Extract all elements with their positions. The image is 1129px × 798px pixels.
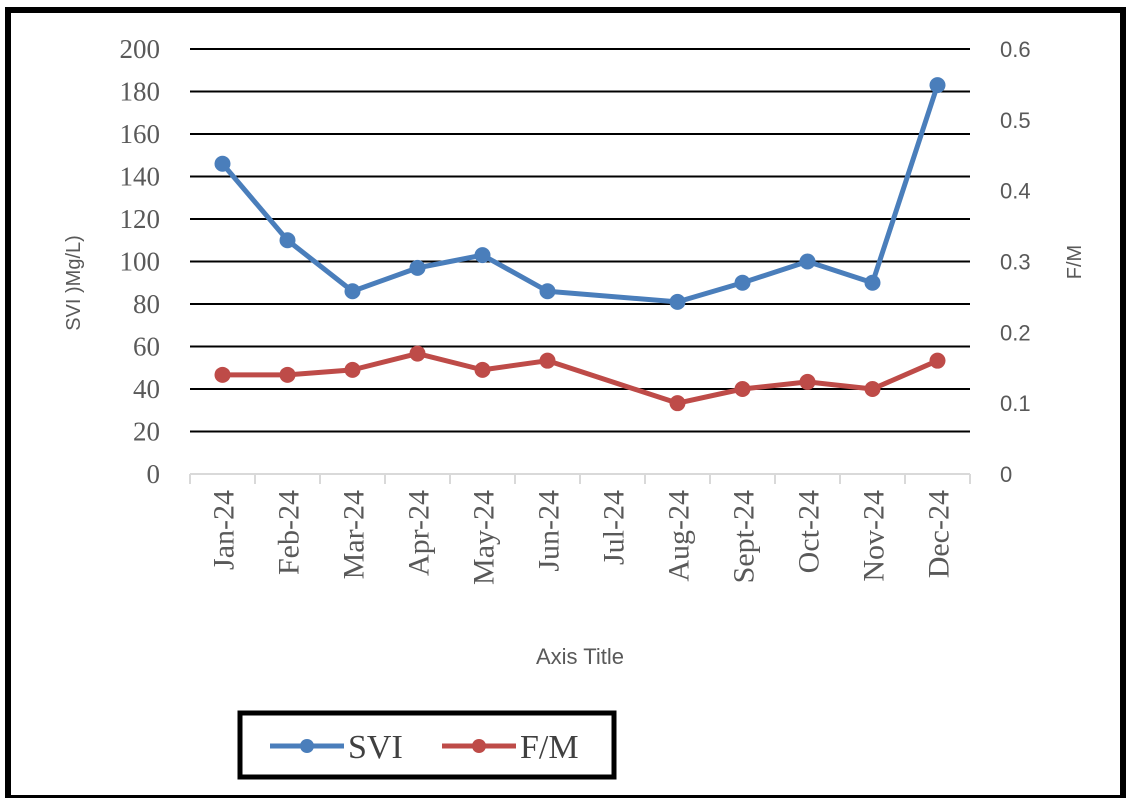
right-tick-label: 0.6 [1000, 37, 1031, 62]
data-point-svi [214, 155, 231, 172]
left-axis-title: SVI )Mg/L) [63, 235, 85, 331]
data-point-f-m [864, 381, 881, 397]
right-axis-ticks: 0 0.1 0.2 0.3 0.4 0.5 0.6 [1000, 37, 1031, 487]
data-point-f-m [279, 366, 296, 383]
left-tick-label: 200 [120, 34, 161, 64]
legend-fm-marker [472, 739, 486, 753]
data-point-svi [929, 77, 946, 94]
data-point-f-m [734, 381, 751, 397]
data-point-f-m [539, 352, 556, 369]
data-point-svi [799, 253, 816, 270]
data-point-svi [864, 274, 881, 291]
data-point-svi [734, 274, 751, 291]
x-tick-label: Jan-24 [208, 490, 241, 570]
x-axis-title: Axis Title [536, 644, 624, 669]
series-layer [214, 77, 946, 412]
x-tick-label: May-24 [468, 490, 501, 585]
right-tick-label: 0.1 [1000, 391, 1031, 416]
x-tick-label: Oct-24 [793, 490, 826, 573]
data-point-f-m [799, 373, 816, 390]
x-axis-ticks: Jan-24 Feb-24 Mar-24 Apr-24 May-24 Jun-24 Jul-… [208, 490, 956, 585]
legend-fm-label: F/M [520, 729, 579, 766]
data-point-f-m [929, 352, 946, 369]
data-point-f-m [669, 395, 686, 412]
x-tick-label: Sept-24 [728, 490, 761, 583]
data-point-svi [669, 293, 686, 310]
data-point-svi [539, 283, 556, 300]
left-tick-label: 20 [133, 417, 160, 447]
legend-svi-label: SVI [348, 729, 403, 766]
data-point-svi [344, 283, 361, 300]
left-tick-label: 140 [120, 162, 161, 192]
gridlines [189, 48, 971, 484]
left-tick-label: 40 [133, 374, 160, 404]
left-axis-ticks: 0 20 40 60 80 100 120 140 160 180 200 [120, 34, 161, 489]
right-tick-label: 0.2 [1000, 320, 1031, 345]
x-tick-label: Aug-24 [663, 490, 696, 582]
x-tick-label: Jul-24 [598, 490, 631, 565]
left-tick-label: 60 [133, 332, 160, 362]
data-point-f-m [344, 361, 361, 378]
left-tick-label: 120 [120, 204, 161, 234]
left-tick-label: 80 [133, 289, 160, 319]
x-tick-label: Feb-24 [273, 490, 306, 575]
data-point-f-m [409, 345, 426, 362]
right-tick-label: 0.4 [1000, 179, 1031, 204]
left-tick-label: 160 [120, 119, 161, 149]
left-tick-label: 180 [120, 77, 161, 107]
left-tick-label: 100 [120, 247, 161, 277]
legend: SVI F/M [237, 710, 617, 780]
left-tick-label: 0 [147, 459, 161, 489]
right-tick-label: 0.3 [1000, 250, 1031, 275]
right-tick-label: 0 [1000, 462, 1012, 487]
chart-frame [5, 7, 1126, 798]
data-point-svi [474, 247, 491, 264]
data-point-svi [409, 259, 426, 276]
data-point-f-m [214, 366, 231, 383]
x-tick-label: Dec-24 [923, 490, 956, 578]
x-tick-label: Nov-24 [858, 490, 891, 582]
right-axis-title: F/M [1064, 245, 1086, 279]
data-point-svi [279, 232, 296, 249]
right-tick-label: 0.5 [1000, 108, 1031, 133]
x-tick-label: Mar-24 [338, 490, 371, 579]
x-tick-label: Apr-24 [403, 490, 436, 576]
data-point-f-m [474, 361, 491, 378]
legend-svi-marker [300, 739, 314, 753]
x-tick-label: Jun-24 [533, 490, 566, 572]
